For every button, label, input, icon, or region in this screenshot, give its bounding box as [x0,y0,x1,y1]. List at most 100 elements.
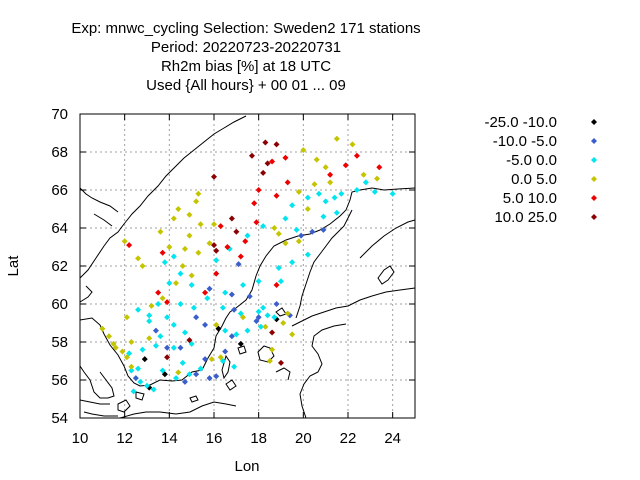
data-point [255,278,262,285]
data-point [233,228,240,235]
data-point [248,152,255,159]
data-point [246,293,253,300]
data-point [150,386,157,393]
legend-label: -10.0 -5.0 [493,133,557,150]
x-tick-label: 18 [250,430,267,447]
data-points [99,135,396,395]
data-point [298,232,305,239]
legend-marker [591,138,597,144]
data-point [181,329,188,336]
y-tick-label: 60 [51,296,68,313]
legend-marker [591,119,597,125]
data-point [333,209,340,216]
data-point [349,141,356,148]
data-point [157,333,164,340]
data-point [161,371,168,378]
data-point [282,215,289,222]
data-point [206,375,213,382]
legend-marker [591,195,597,201]
data-point [179,263,186,269]
data-point [173,280,180,287]
data-point [164,314,171,321]
data-point [273,192,280,199]
data-point [322,164,329,171]
data-point [231,306,238,313]
data-point [112,344,119,351]
data-point [217,223,224,230]
data-point [213,321,220,328]
data-point [253,318,260,325]
data-point [237,340,244,347]
data-point [233,331,240,338]
title-line-2: Period: 20220723-20220731 [151,39,341,56]
data-point [132,375,139,382]
data-point [213,247,220,254]
data-point [275,264,282,271]
data-point [338,190,345,197]
data-point [376,164,383,171]
data-point [206,240,213,247]
data-point [146,318,153,325]
data-point [360,171,367,178]
data-point [211,173,217,180]
data-point [161,259,168,266]
data-point [123,354,130,361]
data-point [213,270,220,277]
data-point [139,263,146,269]
legend-label: 5.0 10.0 [503,190,557,207]
x-tick-label: 14 [161,430,178,447]
data-point [211,242,217,249]
data-point [284,179,291,186]
data-point [271,314,278,321]
data-point [159,367,166,374]
data-point [186,232,193,239]
legend-marker [591,157,597,163]
data-point [157,228,164,235]
legend-label: -5.0 0.0 [506,152,557,169]
data-point [320,213,327,220]
data-point [222,327,229,334]
coastline-map [79,115,416,419]
data-point [237,310,244,317]
y-tick-label: 68 [51,144,68,161]
data-point [217,354,224,361]
data-point [155,289,162,296]
data-point [128,367,135,374]
data-point [240,282,247,288]
data-point [244,327,251,334]
data-point [280,320,287,326]
data-point [195,249,202,256]
data-point [177,270,184,277]
data-point [170,321,177,328]
data-point [320,226,327,233]
data-point [193,314,200,321]
data-point [135,255,142,262]
data-point [289,259,296,266]
data-point [240,314,247,321]
data-point [135,365,142,372]
title-line-1: Exp: mnwc_cycling Selection: Sweden2 171… [71,20,420,37]
data-point [262,323,269,330]
data-point [170,253,177,260]
data-point [304,206,311,212]
y-tick-label: 64 [51,220,68,237]
data-point [166,280,173,287]
legend: -25.0 -10.0 -10.0 -5.0 -5.0 0.0 0.0 5.0 5.0 … [484,114,597,226]
data-point [327,171,334,178]
data-point [141,356,148,363]
data-point [195,190,202,197]
data-point [99,325,106,332]
y-axis-label: Lat [5,255,22,277]
data-point [278,359,284,366]
data-point [106,333,113,340]
y-tick-label: 66 [51,182,68,199]
data-point [255,314,262,321]
data-point [208,356,215,363]
data-point [244,232,251,239]
y-tick-label: 56 [51,372,68,389]
x-axis-ticks: 10 12 14 16 18 20 22 24 [72,114,401,447]
data-point [202,356,209,363]
data-point [121,238,128,245]
data-point [295,188,302,195]
data-point [322,198,329,205]
